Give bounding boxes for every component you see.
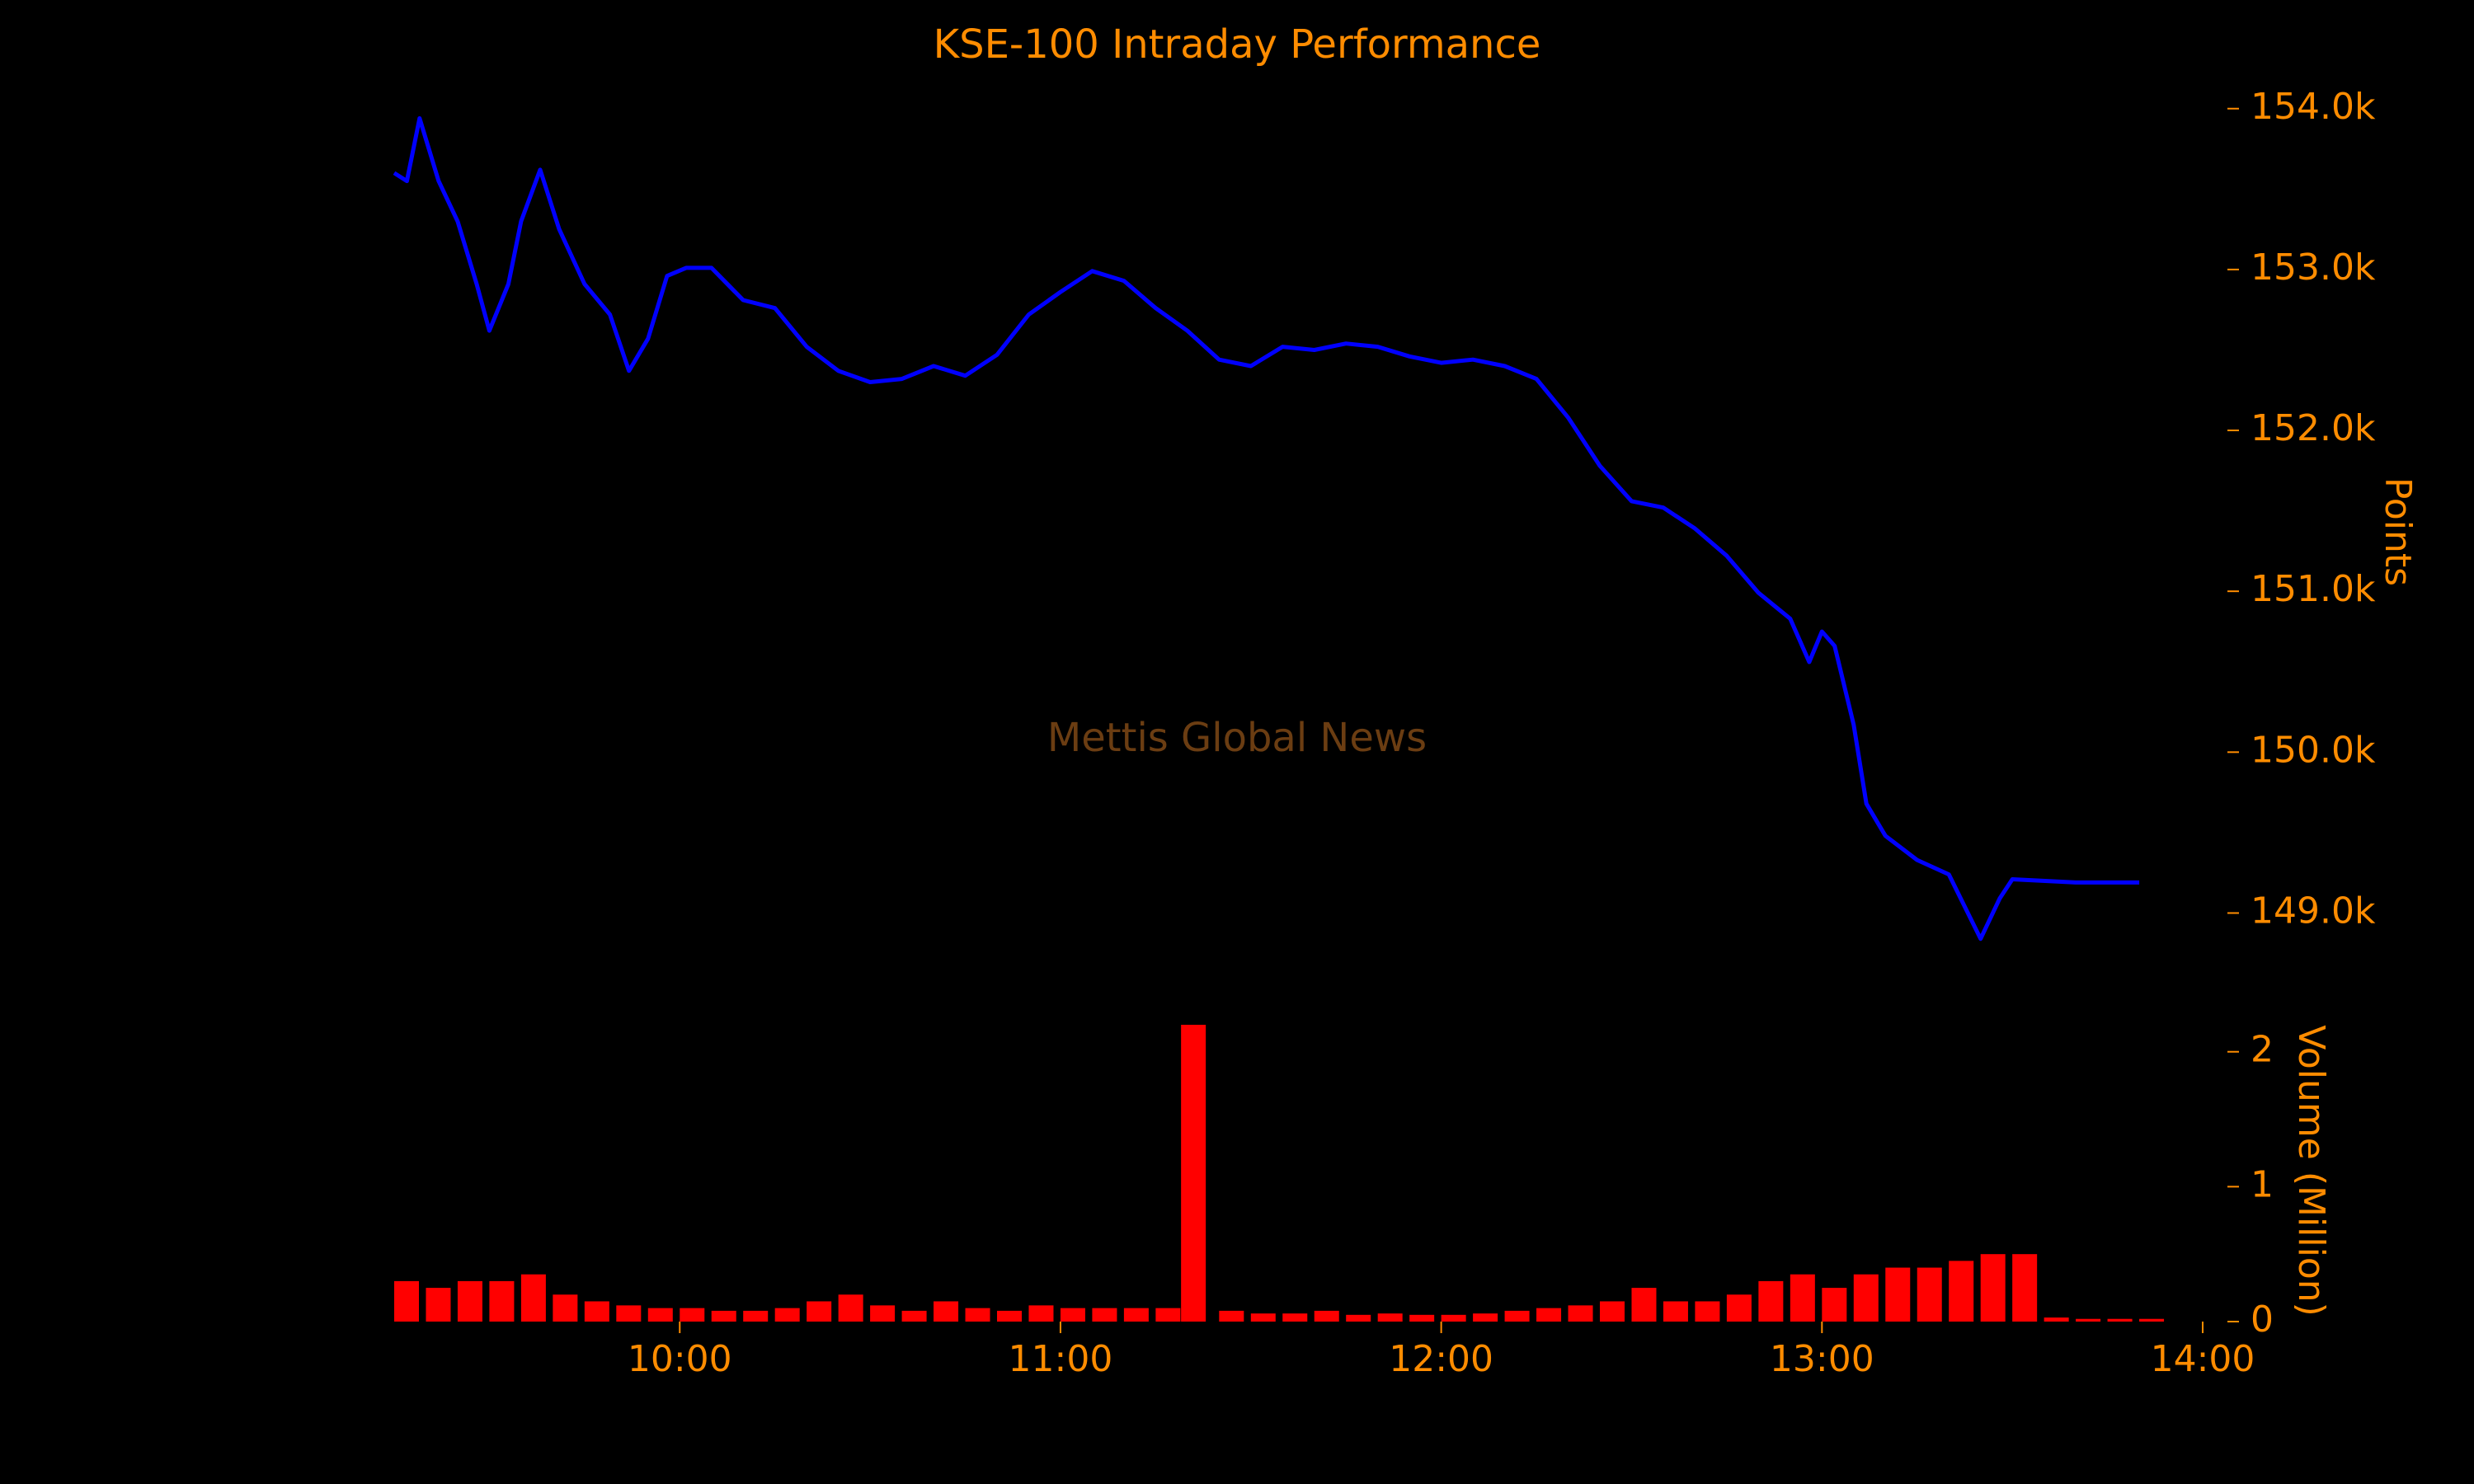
volume-bar xyxy=(680,1308,705,1322)
volume-bar xyxy=(1346,1314,1371,1322)
volume-bar xyxy=(1441,1314,1466,1322)
y-tick-label: 149.0k xyxy=(2251,890,2376,932)
x-tick-label: 12:00 xyxy=(1389,1338,1493,1380)
volume-bar xyxy=(1504,1310,1530,1322)
volume-bar xyxy=(1758,1280,1784,1322)
volume-bar xyxy=(1377,1313,1403,1322)
volume-bar xyxy=(520,1274,546,1322)
volume-bar xyxy=(1250,1313,1276,1322)
chart-title: KSE-100 Intraday Performance xyxy=(934,21,1541,68)
volume-bar xyxy=(1853,1274,1879,1322)
volume-bar xyxy=(1917,1267,1942,1322)
volume-bar xyxy=(1060,1308,1085,1322)
volume-bar xyxy=(1568,1305,1593,1322)
volume-bar xyxy=(1695,1301,1720,1322)
volume-bar xyxy=(774,1308,800,1322)
volume-bar xyxy=(1282,1313,1308,1322)
volume-bar xyxy=(616,1305,642,1322)
x-tick-label: 11:00 xyxy=(1009,1338,1113,1380)
volume-bar xyxy=(553,1294,578,1322)
volume-bar xyxy=(2044,1317,2069,1322)
price-line xyxy=(393,116,2140,942)
volume-bar xyxy=(1409,1314,1435,1322)
volume-bar xyxy=(1631,1288,1657,1322)
volume-bar xyxy=(1822,1288,1847,1322)
volume-bar xyxy=(1536,1308,1562,1322)
volume-bar xyxy=(1219,1310,1244,1322)
volume-bar xyxy=(1181,1025,1206,1322)
volume-bar xyxy=(1092,1308,1117,1322)
volume-bar xyxy=(711,1310,736,1322)
volume-bar xyxy=(647,1308,673,1322)
volume-bar xyxy=(1123,1308,1149,1322)
y-axis-label: Points xyxy=(2377,477,2419,586)
y-axis-label: Volume (Million) xyxy=(2290,1025,2332,1317)
y-tick-label: 2 xyxy=(2251,1029,2274,1071)
volume-bar xyxy=(2012,1254,2038,1322)
volume-bar xyxy=(997,1310,1022,1322)
volume-bar xyxy=(2139,1318,2165,1322)
volume-bar xyxy=(1600,1301,1625,1322)
y-tick-label: 150.0k xyxy=(2251,729,2376,771)
volume-bar xyxy=(1028,1305,1054,1322)
x-tick-label: 14:00 xyxy=(2151,1338,2255,1380)
volume-bar xyxy=(838,1294,863,1322)
y-tick-label: 1 xyxy=(2251,1163,2274,1205)
volume-bar xyxy=(1885,1267,1911,1322)
volume-bar xyxy=(1726,1294,1752,1322)
volume-bar xyxy=(1155,1308,1181,1322)
volume-bar xyxy=(870,1305,896,1322)
volume-bar xyxy=(1980,1254,2006,1322)
volume-bar xyxy=(1314,1310,1339,1322)
volume-bar xyxy=(426,1288,451,1322)
volume-bar xyxy=(901,1310,927,1322)
volume-bar xyxy=(807,1301,832,1322)
volume-bar xyxy=(1949,1261,1974,1322)
volume-bar xyxy=(1790,1274,1815,1322)
y-tick-label: 152.0k xyxy=(2251,407,2376,449)
watermark: Mettis Global News xyxy=(1047,715,1427,761)
volume-bar xyxy=(1663,1301,1688,1322)
volume-bar xyxy=(2107,1318,2133,1322)
volume-bar xyxy=(1473,1313,1498,1322)
volume-bar xyxy=(743,1310,769,1322)
x-tick-label: 10:00 xyxy=(628,1338,732,1380)
volume-bar xyxy=(965,1308,990,1322)
x-tick-label: 13:00 xyxy=(1770,1338,1874,1380)
volume-bar xyxy=(2076,1318,2101,1322)
y-tick-label: 151.0k xyxy=(2251,568,2376,610)
y-tick-label: 153.0k xyxy=(2251,247,2376,289)
y-tick-label: 0 xyxy=(2251,1298,2274,1341)
volume-bar xyxy=(584,1301,609,1322)
y-tick-label: 154.0k xyxy=(2251,86,2376,128)
volume-bar xyxy=(489,1280,515,1322)
volume-bar xyxy=(934,1301,959,1322)
volume-bar xyxy=(457,1280,482,1322)
volume-bar xyxy=(394,1280,419,1322)
